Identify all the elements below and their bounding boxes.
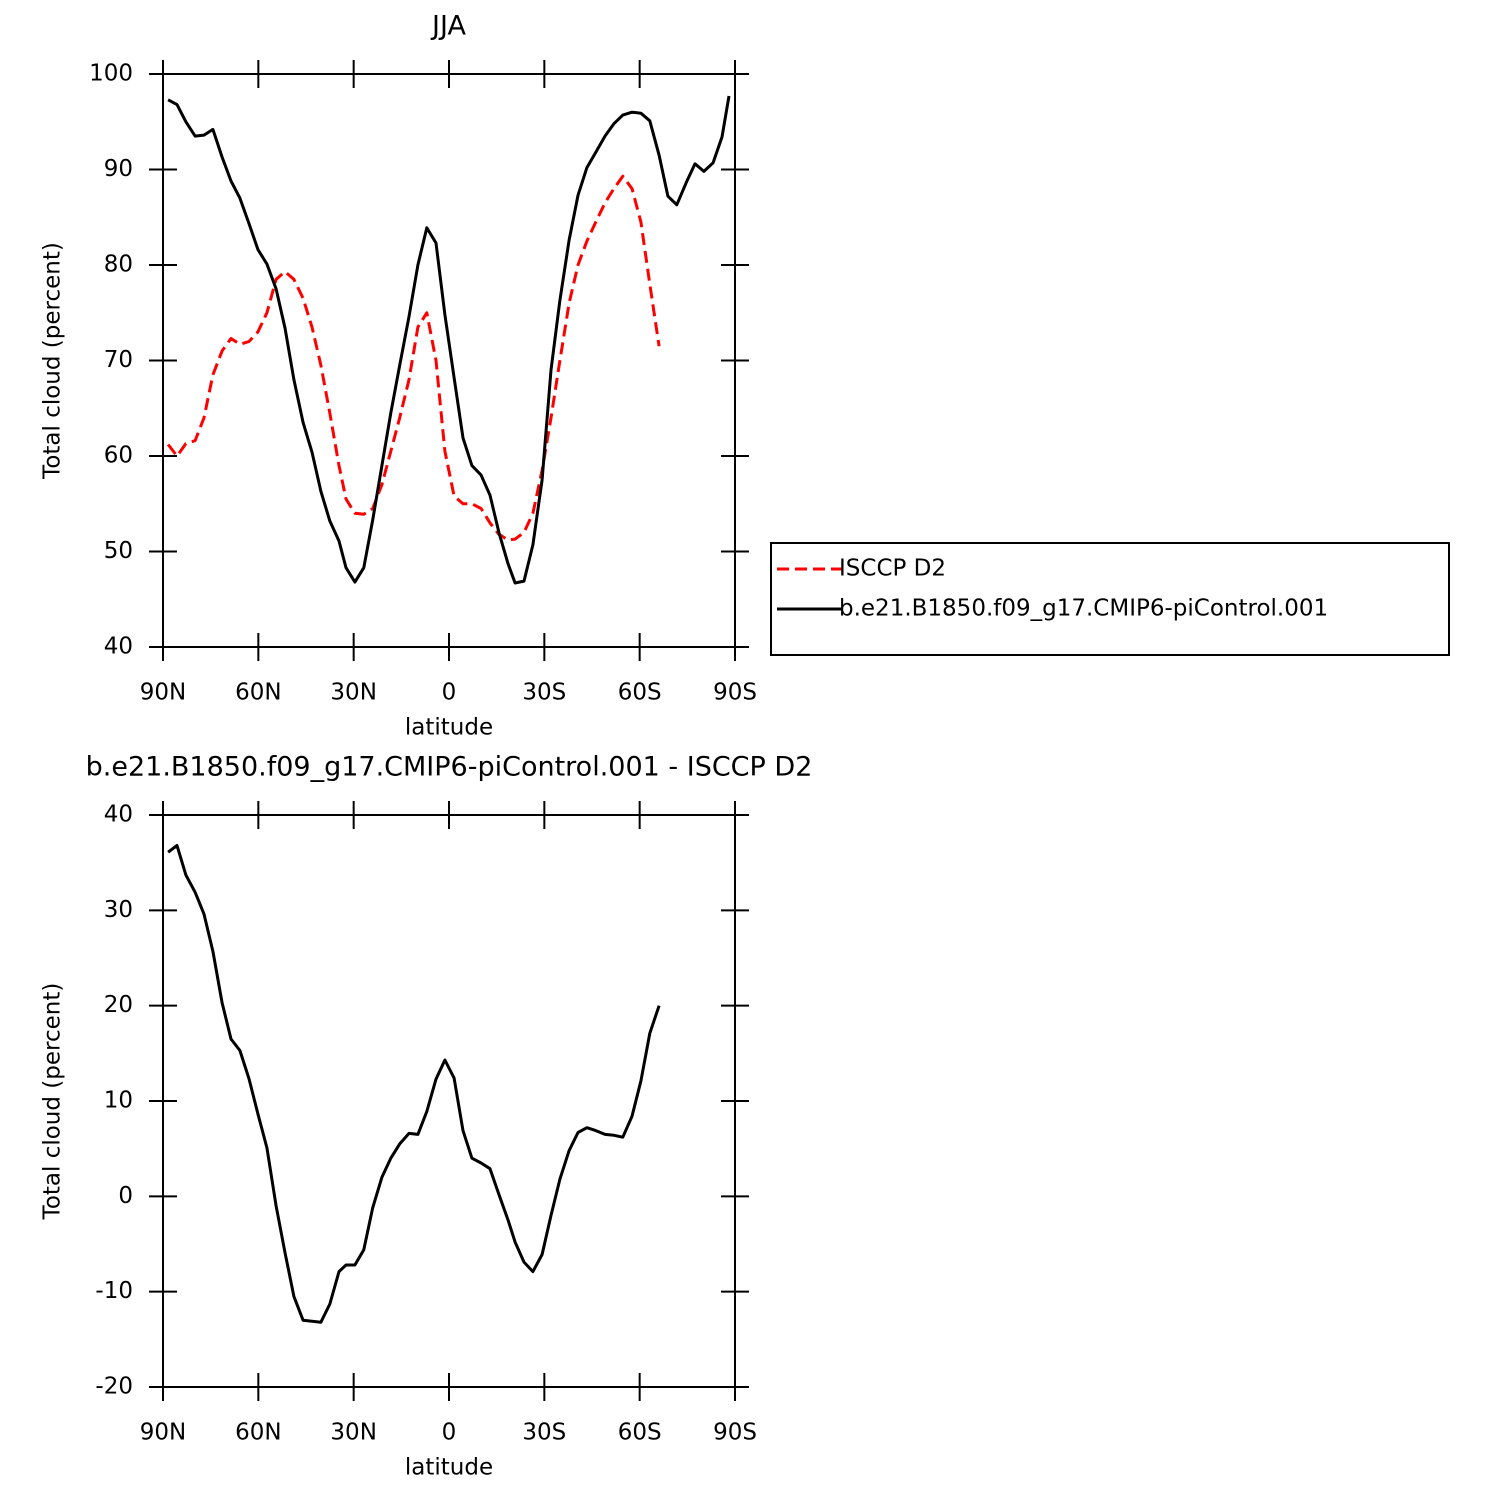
x-tick-label: 0 bbox=[442, 680, 457, 706]
x-tick-label: 30N bbox=[330, 1420, 376, 1446]
y-tick-label: 40 bbox=[104, 634, 133, 660]
series-line bbox=[167, 844, 661, 1324]
y-tick-label: 40 bbox=[104, 802, 133, 828]
x-axis-label: latitude bbox=[405, 1455, 493, 1481]
y-tick-label: 100 bbox=[89, 61, 133, 87]
y-tick-label: 20 bbox=[104, 992, 133, 1018]
y-tick-label: 30 bbox=[104, 897, 133, 923]
y-tick-label: 90 bbox=[104, 156, 133, 182]
x-tick-label: 0 bbox=[442, 1420, 457, 1446]
y-tick-label: -20 bbox=[95, 1374, 133, 1400]
x-tick-label: 90S bbox=[713, 680, 757, 706]
x-axis-label: latitude bbox=[405, 715, 493, 741]
y-tick-label: 10 bbox=[104, 1088, 133, 1114]
x-tick-label: 60S bbox=[618, 680, 662, 706]
series-line bbox=[166, 174, 661, 542]
x-tick-label: 90N bbox=[140, 680, 186, 706]
x-tick-label: 90S bbox=[713, 1420, 757, 1446]
x-tick-label: 30S bbox=[522, 1420, 566, 1446]
chart-title: JJA bbox=[430, 11, 466, 42]
y-axis-label: Total cloud (percent) bbox=[40, 242, 66, 480]
y-tick-label: 50 bbox=[104, 538, 133, 564]
y-tick-label: 80 bbox=[104, 252, 133, 278]
chart-title: b.e21.B1850.f09_g17.CMIP6-piControl.001 … bbox=[86, 752, 813, 783]
x-tick-label: 30S bbox=[522, 680, 566, 706]
x-tick-label: 90N bbox=[140, 1420, 186, 1446]
y-tick-label: 70 bbox=[104, 347, 133, 373]
plot-frame bbox=[162, 73, 736, 648]
x-tick-label: 60N bbox=[235, 680, 281, 706]
y-tick-label: 0 bbox=[118, 1183, 133, 1209]
x-tick-label: 60S bbox=[618, 1420, 662, 1446]
plot-frame bbox=[162, 814, 736, 1388]
y-axis-label: Total cloud (percent) bbox=[40, 983, 66, 1221]
legend-label: b.e21.B1850.f09_g17.CMIP6-piControl.001 bbox=[839, 596, 1328, 622]
x-tick-label: 30N bbox=[330, 680, 376, 706]
x-tick-label: 60N bbox=[235, 1420, 281, 1446]
y-tick-label: -10 bbox=[95, 1278, 133, 1304]
legend-box bbox=[770, 542, 1450, 656]
legend-label: ISCCP D2 bbox=[839, 556, 946, 582]
y-tick-label: 60 bbox=[104, 443, 133, 469]
legend: ISCCP D2 b.e21.B1850.f09_g17.CMIP6-piCont… bbox=[770, 542, 1450, 656]
series-line bbox=[167, 95, 731, 585]
